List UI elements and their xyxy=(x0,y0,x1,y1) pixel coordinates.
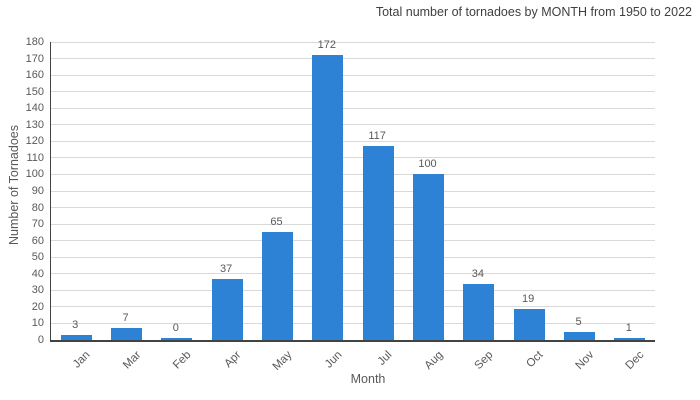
y-tick-label: 20 xyxy=(31,300,44,313)
gridline xyxy=(51,140,655,142)
x-tick-label: Apr xyxy=(222,349,244,371)
bar xyxy=(362,146,394,340)
bar-value-label: 172 xyxy=(317,39,337,52)
x-tick-label: Nov xyxy=(573,349,596,372)
plot-area xyxy=(50,41,655,342)
bar xyxy=(312,55,344,340)
gridline xyxy=(51,173,655,175)
y-tick-label: 120 xyxy=(25,135,44,148)
y-tick-label: 150 xyxy=(25,85,44,98)
chart-title: Total number of tornadoes by MONTH from … xyxy=(375,5,692,19)
x-tick-label: Sep xyxy=(472,349,496,372)
y-tick-label: 130 xyxy=(25,118,44,131)
gridline xyxy=(51,322,655,324)
x-tick-label: Oct xyxy=(524,349,546,371)
bar xyxy=(463,283,495,340)
y-tick-label: 100 xyxy=(25,168,44,181)
y-tick-label: 70 xyxy=(31,218,44,231)
x-tick-label: Jan xyxy=(71,349,93,371)
bar-value-label: 7 xyxy=(122,312,129,325)
bar-value-label: 19 xyxy=(522,292,535,305)
bar xyxy=(111,328,142,340)
bar xyxy=(614,338,646,340)
x-tick-label: Dec xyxy=(623,349,647,372)
bar-value-label: 100 xyxy=(418,158,437,171)
y-tick-label: 50 xyxy=(31,251,44,264)
bar xyxy=(413,174,444,340)
bar xyxy=(262,232,293,340)
y-tick-label: 80 xyxy=(31,201,44,214)
gridline xyxy=(51,223,655,225)
bar-value-label: 0 xyxy=(172,322,179,334)
y-tick-label: 30 xyxy=(31,284,44,297)
bar-value-label: 117 xyxy=(368,130,386,143)
bar-value-label: 3 xyxy=(72,319,79,332)
gridline xyxy=(51,91,655,93)
x-tick-label: May xyxy=(270,349,294,373)
x-tick-label: Feb xyxy=(170,349,194,372)
gridline xyxy=(51,157,655,159)
gridline xyxy=(51,107,655,109)
bar-value-label: 5 xyxy=(575,315,582,328)
x-tick-label: Mar xyxy=(120,349,143,372)
x-tick-label: Jun xyxy=(322,349,345,371)
gridline xyxy=(51,289,655,291)
y-tick-label: 180 xyxy=(25,36,44,48)
bar-value-label: 37 xyxy=(220,262,233,275)
bar-value-label: 34 xyxy=(471,267,484,280)
y-tick-label: 140 xyxy=(25,102,44,115)
y-tick-label: 90 xyxy=(31,185,44,197)
gridline xyxy=(51,41,655,43)
bar-value-label: 65 xyxy=(270,216,283,229)
y-tick-label: 0 xyxy=(37,334,44,346)
x-tick-label: Jul xyxy=(375,349,395,368)
gridline xyxy=(51,190,655,192)
y-tick-label: 170 xyxy=(25,52,44,65)
y-tick-label: 160 xyxy=(25,69,44,82)
gridline xyxy=(51,306,655,308)
gridline xyxy=(51,74,655,76)
bar xyxy=(60,335,92,340)
x-axis-title: Month xyxy=(350,372,386,386)
y-tick-label: 40 xyxy=(31,267,44,280)
y-tick-label: 110 xyxy=(26,151,44,164)
bar-value-label: 1 xyxy=(625,322,632,334)
gridline xyxy=(51,240,655,242)
gridline xyxy=(51,124,655,126)
gridline xyxy=(51,58,655,60)
y-tick-label: 10 xyxy=(31,317,44,330)
bar xyxy=(211,278,243,340)
bar xyxy=(564,331,595,340)
bar xyxy=(513,308,545,340)
gridline xyxy=(51,207,655,209)
gridline xyxy=(51,273,655,275)
x-tick-label: Aug xyxy=(422,349,445,372)
bar xyxy=(161,338,193,340)
gridline xyxy=(51,256,655,258)
y-tick-label: 60 xyxy=(31,234,44,247)
